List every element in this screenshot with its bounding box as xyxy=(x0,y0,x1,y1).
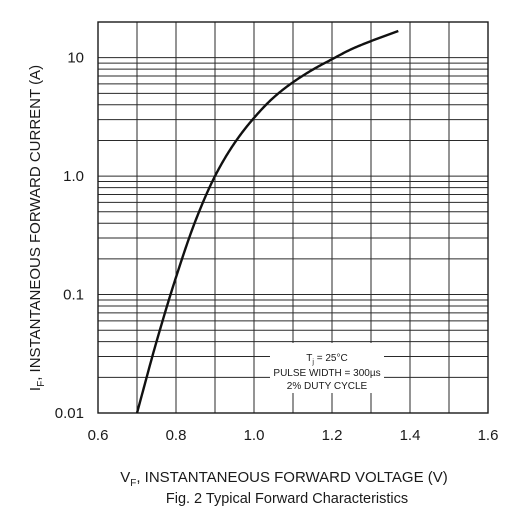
y-tick-labels: 0.01 0.1 1.0 10 xyxy=(55,50,84,422)
plot-frame xyxy=(97,21,489,414)
annotation-line-2: PULSE WIDTH = 300µs xyxy=(273,368,380,379)
data-series xyxy=(135,29,399,414)
grid xyxy=(98,22,488,413)
y-axis-title: IF, INSTANTANEOUS FORWARD CURRENT (A) xyxy=(27,65,47,391)
annotation-line-3: 2% DUTY CYCLE xyxy=(287,381,368,392)
x-tick-label: 1.6 xyxy=(478,427,499,444)
figure-caption: Fig. 2 Typical Forward Characteristics xyxy=(166,491,408,507)
x-tick-label: 1.0 xyxy=(244,427,265,444)
x-tick-label: 1.4 xyxy=(400,427,421,444)
forward-current-curve xyxy=(135,29,399,414)
test-conditions-annotation: Tj = 25°C PULSE WIDTH = 300µs 2% DUTY CY… xyxy=(270,343,384,393)
x-tick-labels: 0.6 0.8 1.0 1.2 1.4 1.6 xyxy=(88,427,499,444)
x-axis-title: VF, INSTANTANEOUS FORWARD VOLTAGE (V) xyxy=(120,469,448,489)
annotation-line-1: Tj = 25°C xyxy=(306,353,347,366)
x-tick-label: 1.2 xyxy=(322,427,343,444)
y-tick-label: 0.1 xyxy=(63,287,84,304)
annotation-box xyxy=(270,343,384,393)
y-tick-label: 1.0 xyxy=(63,168,84,185)
x-tick-label: 0.8 xyxy=(166,427,187,444)
x-tick-label: 0.6 xyxy=(88,427,109,444)
y-tick-label: 0.01 xyxy=(55,405,84,422)
y-tick-label: 10 xyxy=(67,50,84,67)
